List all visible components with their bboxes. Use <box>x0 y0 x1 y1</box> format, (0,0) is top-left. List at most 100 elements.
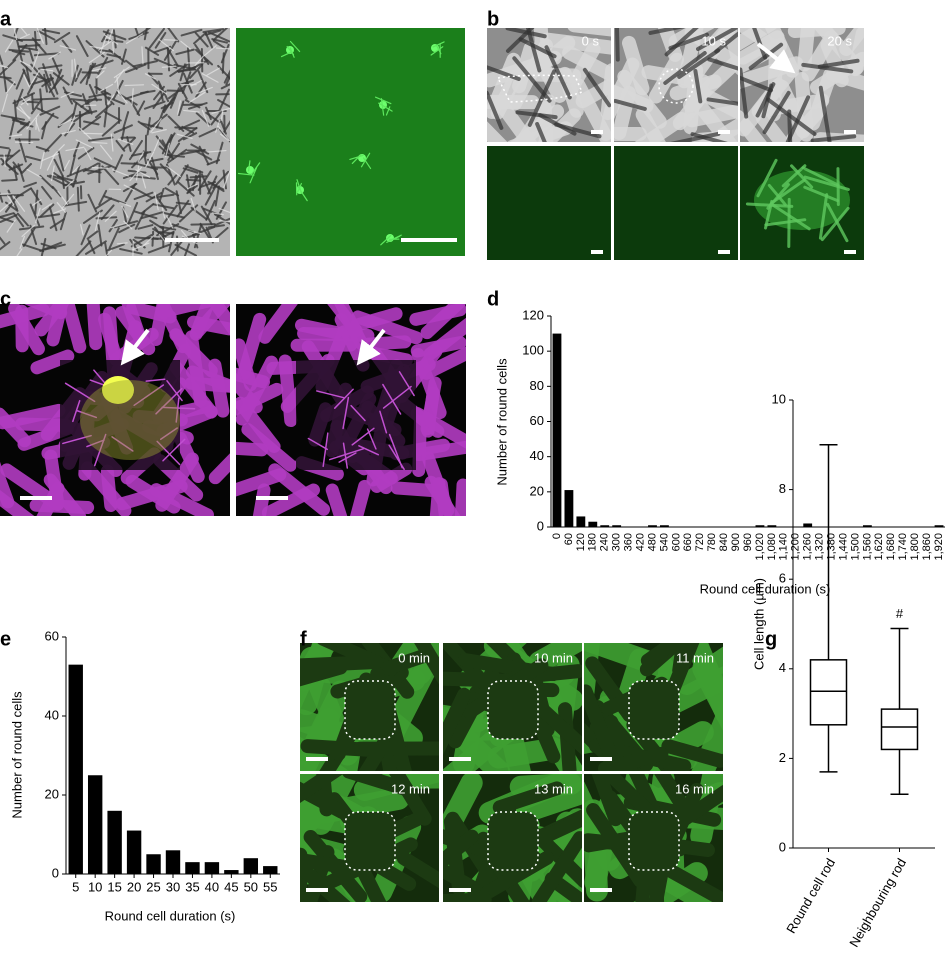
cell <box>58 118 73 127</box>
cell <box>202 28 225 34</box>
cell <box>544 872 582 902</box>
cell <box>419 346 466 380</box>
cell <box>492 781 564 815</box>
cell <box>188 102 208 110</box>
cell <box>81 115 102 131</box>
cell <box>61 304 87 354</box>
x-tick-label: 1,020 <box>754 533 766 561</box>
cell <box>247 160 251 172</box>
cell-outline <box>487 680 539 740</box>
cell <box>12 92 35 105</box>
x-tick-label: 240 <box>599 533 611 551</box>
cell <box>722 28 738 75</box>
cell <box>219 220 230 223</box>
cell <box>163 212 185 219</box>
cell <box>79 62 97 84</box>
cell <box>289 47 295 58</box>
cell <box>94 211 101 231</box>
cell <box>35 117 38 130</box>
cell <box>268 463 331 516</box>
scale-bar <box>844 250 856 254</box>
micrograph <box>0 28 230 256</box>
cell <box>144 73 156 80</box>
cell <box>200 205 213 226</box>
cell <box>163 39 178 41</box>
x-tick-label: 15 <box>107 879 121 894</box>
panel-label: e <box>0 628 11 650</box>
cell <box>166 148 188 164</box>
cell <box>531 831 582 902</box>
cell <box>11 119 30 125</box>
cell <box>59 211 67 231</box>
cell <box>167 28 180 43</box>
x-tick-label: 1,620 <box>873 533 885 561</box>
y-axis-label: Number of round cells <box>9 691 24 819</box>
cell <box>98 40 113 51</box>
cell <box>124 90 149 100</box>
cell <box>104 242 109 256</box>
cell <box>652 857 723 902</box>
cell <box>217 125 230 141</box>
panel-label: f <box>300 628 307 650</box>
cell <box>204 184 218 206</box>
x-tick-label: 25 <box>146 879 160 894</box>
yellow-signal <box>102 376 134 404</box>
bar <box>185 862 200 874</box>
scale-bar <box>591 130 603 134</box>
cell <box>61 39 73 53</box>
cell <box>128 139 144 161</box>
cell <box>24 304 68 320</box>
cell <box>236 338 258 392</box>
cell <box>217 99 230 108</box>
cell <box>591 774 623 827</box>
fluorescence <box>754 170 850 230</box>
cell <box>155 104 167 129</box>
x-tick-label: 120 <box>575 533 587 551</box>
cell <box>358 445 380 456</box>
cell <box>9 134 23 138</box>
cell <box>528 643 582 673</box>
cell <box>8 118 16 140</box>
cell <box>41 28 61 35</box>
cell <box>33 52 60 57</box>
x-tick-label: 900 <box>730 533 742 551</box>
cell <box>101 120 120 137</box>
y-tick-label: 40 <box>45 707 59 722</box>
cell <box>1 93 8 113</box>
scale-bar <box>306 757 328 761</box>
x-tick-label: 600 <box>670 533 682 551</box>
cell <box>167 174 178 186</box>
x-tick-label: 180 <box>587 533 599 551</box>
cell <box>675 646 723 695</box>
cell <box>116 76 120 97</box>
cell <box>134 210 146 230</box>
cell <box>4 39 14 53</box>
cell <box>116 242 128 245</box>
cell <box>75 240 92 256</box>
cell <box>0 193 12 195</box>
cell <box>63 91 82 97</box>
cell <box>818 85 832 142</box>
cell <box>195 81 207 98</box>
cell <box>217 88 230 113</box>
cell <box>61 193 75 210</box>
x-tick-label: 660 <box>682 533 694 551</box>
overlays: 0 s 10 s 20 s 0 min 10 min 11 min 12 min 13 min… <box>20 33 856 892</box>
cell <box>380 235 392 246</box>
cell <box>201 73 219 83</box>
cell <box>113 154 124 173</box>
cell <box>13 28 18 41</box>
cell <box>44 78 56 98</box>
x-tick-label: 360 <box>623 533 635 551</box>
cell <box>443 814 467 896</box>
cell <box>170 238 185 256</box>
cell <box>123 184 135 191</box>
y-tick-label: 0 <box>779 839 786 854</box>
cell <box>20 28 28 35</box>
x-tick-label: 480 <box>646 533 658 551</box>
cell <box>518 37 557 59</box>
cell <box>30 349 75 375</box>
x-tick-label: 1,680 <box>885 533 897 561</box>
cell <box>350 404 366 422</box>
cell <box>810 134 857 142</box>
